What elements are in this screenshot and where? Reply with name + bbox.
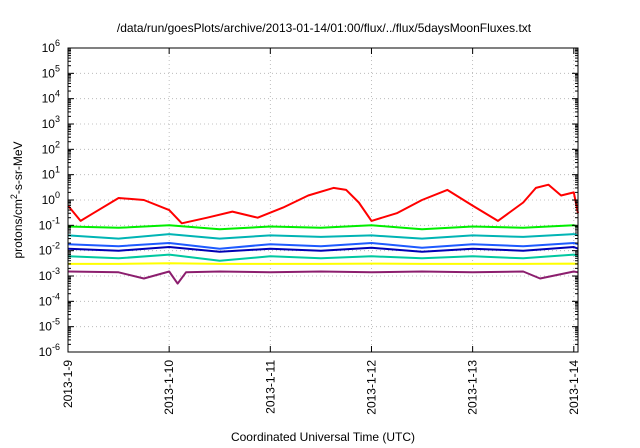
y-tick-label-base: 10 [39,244,53,258]
y-tick-label-exp: -5 [52,317,60,327]
y-tick-label-exp: -4 [52,291,60,301]
series-line-7 [68,262,579,265]
series-line-6 [67,253,579,262]
y-axis-label-rest: -s-sr-MeV [11,141,25,194]
y-tick-label-base: 10 [42,66,56,80]
x-tick-label: 2013-1-13 [466,360,480,415]
y-tick-label: 10-3 [39,266,60,283]
x-tick-label: 2013-1-9 [61,360,75,408]
y-tick-label: 102 [42,139,60,156]
y-tick-label: 10-1 [39,215,60,232]
series-line-4 [67,242,579,250]
y-tick-label-base: 10 [42,117,56,131]
series-line-8 [67,270,579,285]
y-tick-label-exp: 2 [55,139,60,149]
y-tick-label-exp: 1 [55,165,60,175]
series-layer [67,183,579,285]
y-axis: 10-610-510-410-310-210-11001011021031041… [39,38,578,359]
x-axis: 2013-1-9 2013-1-10 2013-1-11 2013-1-12 2013-… [61,48,581,415]
series-line-3 [67,233,579,240]
y-tick-label: 104 [42,89,60,106]
x-tick-label: 2013-1-10 [162,360,176,415]
y-tick-label-exp: -1 [52,215,60,225]
y-tick-label: 10-2 [39,241,60,258]
y-tick-label-base: 10 [39,320,53,334]
y-tick-label: 10-4 [39,291,60,308]
y-tick-label: 105 [42,63,60,80]
y-tick-label: 101 [42,165,60,182]
y-tick-label-base: 10 [39,294,53,308]
y-tick-label: 106 [42,38,60,55]
y-tick-label-exp: -3 [52,266,60,276]
y-tick-label: 10-5 [39,317,60,334]
x-tick-label: 2013-1-11 [263,360,277,414]
chart-title: /data/run/goesPlots/archive/2013-01-14/0… [117,21,532,35]
y-axis-label-base: protons/cm [11,199,25,258]
y-tick-label-exp: 4 [55,89,60,99]
y-tick-label-exp: 0 [55,190,60,200]
y-axis-label-sup: 2 [9,194,19,199]
series-line-1 [67,183,579,225]
y-tick-label-base: 10 [42,92,56,106]
y-tick-label: 100 [42,190,60,207]
y-tick-label-exp: -2 [52,241,60,251]
y-axis-label: protons/cm2-s-sr-MeV [9,141,25,258]
y-tick-label-base: 10 [42,142,56,156]
y-tick-label-base: 10 [39,218,53,232]
series-line-5 [67,246,579,253]
x-axis-label: Coordinated Universal Time (UTC) [231,430,415,444]
y-tick-label-base: 10 [42,168,56,182]
y-tick-label-base: 10 [39,345,53,359]
y-tick-label-exp: 5 [55,63,60,73]
y-tick-label-base: 10 [42,41,56,55]
y-tick-label-base: 10 [42,193,56,207]
y-tick-label: 10-6 [39,342,60,359]
y-tick-label: 103 [42,114,60,131]
y-tick-label-exp: -6 [52,342,60,352]
x-tick-label: 2013-1-12 [364,360,378,415]
y-tick-label-base: 10 [39,269,53,283]
y-tick-label-exp: 3 [55,114,60,124]
series-line-2 [67,224,579,231]
y-tick-label-exp: 6 [55,38,60,48]
x-tick-label: 2013-1-14 [567,360,581,415]
